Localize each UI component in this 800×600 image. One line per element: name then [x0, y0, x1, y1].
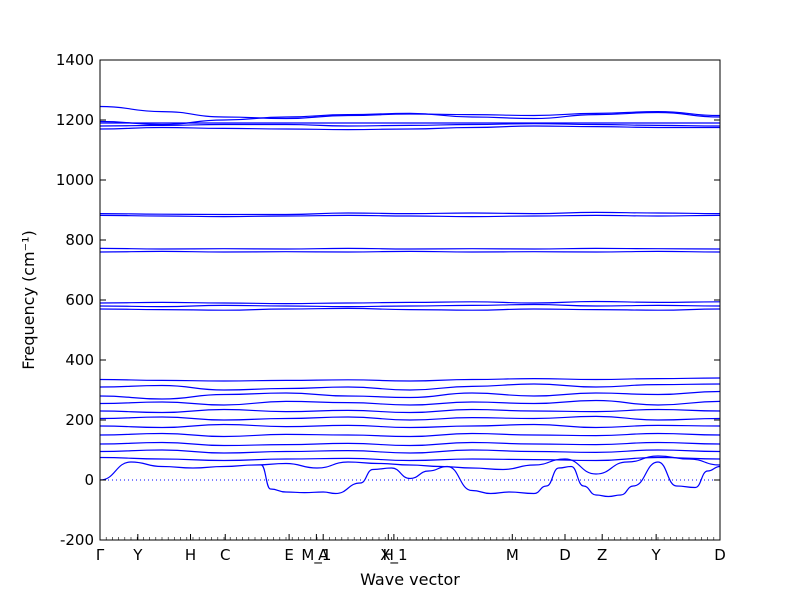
x-tick-label: Y: [132, 546, 143, 564]
x-tick-label: H: [383, 546, 394, 564]
band-line-23: [100, 456, 720, 462]
x-tick-label: X_1: [380, 546, 407, 565]
band-line-20: [100, 432, 720, 438]
band-line-11: [100, 303, 720, 308]
band-line-9: [100, 250, 720, 253]
band-lines: [100, 105, 720, 498]
y-axis-label: Frequency (cm⁻¹): [19, 230, 38, 369]
band-line-16: [100, 399, 720, 406]
band-line-14: [100, 383, 720, 391]
band-line-4: [100, 122, 720, 127]
y-tick-label: 1200: [56, 111, 94, 129]
x-tick-label: Γ: [96, 546, 105, 564]
band-line-10: [100, 300, 720, 305]
y-tick-label: -200: [60, 531, 94, 549]
band-line-2: [100, 111, 720, 126]
band-line-8: [100, 247, 720, 250]
band-line-7: [100, 214, 720, 218]
band-line-13: [100, 377, 720, 382]
x-tick-label: Y: [651, 546, 662, 564]
y-tick-label: 800: [65, 231, 94, 249]
y-tick-label: 0: [84, 471, 94, 489]
band-line-19: [100, 423, 720, 429]
y-tick-label: 1000: [56, 171, 94, 189]
band-line-25: [260, 461, 720, 498]
band-line-15: [100, 390, 720, 400]
band-line-24: [100, 455, 720, 481]
x-tick-label: C: [220, 546, 230, 564]
band-line-22: [100, 449, 720, 454]
y-tick-label: 200: [65, 411, 94, 429]
x-tick-label: D: [714, 546, 726, 564]
x-tick-label: E: [284, 546, 293, 564]
y-tick-label: 400: [65, 351, 94, 369]
x-tick-label: M: [506, 546, 519, 564]
x-tick-label: Z: [597, 546, 607, 564]
y-tick-label: 600: [65, 291, 94, 309]
x-tick-label: A: [318, 546, 329, 564]
x-tick-label: D: [559, 546, 571, 564]
y-tick-label: 1400: [56, 51, 94, 69]
band-line-6: [100, 211, 720, 216]
band-line-17: [100, 408, 720, 414]
band-line-12: [100, 307, 720, 311]
x-tick-label: H: [185, 546, 196, 564]
band-line-5: [100, 125, 720, 131]
x-axis-label: Wave vector: [360, 570, 460, 589]
x-tick-label: M_1: [301, 546, 331, 565]
band-line-21: [100, 441, 720, 447]
plot-frame: [99, 59, 721, 541]
band-line-18: [100, 415, 720, 421]
